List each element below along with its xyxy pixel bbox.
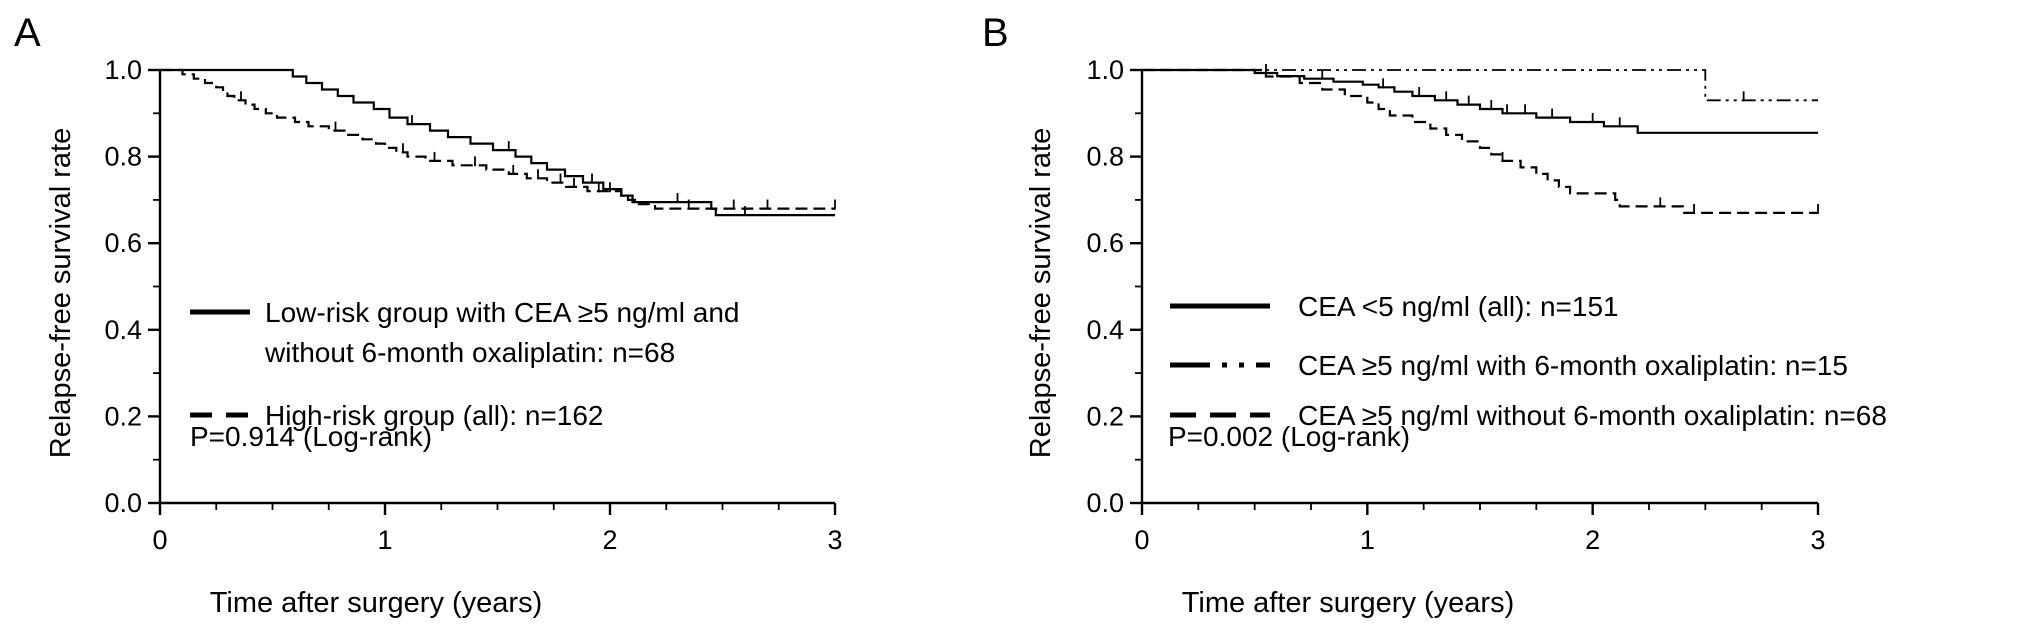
survival-curve-solid bbox=[160, 68, 835, 217]
legend-label: Low-risk group with CEA ≥5 ng/ml and bbox=[265, 297, 739, 328]
legend-label: High-risk group (all): n=162 bbox=[265, 400, 604, 431]
y-tick-label: 0.0 bbox=[104, 488, 142, 518]
x-tick-label: 0 bbox=[1134, 525, 1149, 555]
y-tick-label: 0.0 bbox=[1086, 488, 1124, 518]
panel-b-p-value: P=0.002 (Log-rank) bbox=[1168, 421, 1410, 452]
panel-b-curves bbox=[1142, 64, 1819, 214]
x-tick-label: 1 bbox=[377, 525, 392, 555]
panel-a: A 0 1 2 3 0.0 0.2 0.4 0.6 0.8 1.0 Time after surg… bbox=[14, 11, 843, 619]
survival-curve-dashdot bbox=[1142, 69, 1818, 102]
survival-curve-solid bbox=[1142, 68, 1818, 134]
y-tick-label: 1.0 bbox=[1086, 55, 1124, 85]
legend-label: CEA <5 ng/ml (all): n=151 bbox=[1298, 291, 1619, 322]
panel-a-y-axis-label: Relapse-free survival rate bbox=[45, 128, 77, 458]
y-tick-label: 1.0 bbox=[104, 55, 142, 85]
panel-a-legend: Low-risk group with CEA ≥5 ng/ml and with… bbox=[190, 297, 739, 431]
x-tick-label: 0 bbox=[152, 525, 167, 555]
y-tick-label: 0.2 bbox=[104, 401, 142, 431]
panel-a-x-axis-label: Time after surgery (years) bbox=[210, 587, 543, 619]
x-tick-label: 3 bbox=[1810, 525, 1825, 555]
survival-curve-dashed bbox=[1142, 68, 1818, 214]
panel-b-x-axis-label: Time after surgery (years) bbox=[1182, 587, 1515, 619]
legend-label: without 6-month oxaliplatin: n=68 bbox=[264, 337, 675, 368]
y-tick-label: 0.4 bbox=[104, 315, 142, 345]
panel-a-curves bbox=[160, 68, 836, 217]
y-tick-label: 0.6 bbox=[1086, 228, 1124, 258]
y-tick-label: 0.6 bbox=[104, 228, 142, 258]
y-tick-label: 0.8 bbox=[104, 142, 142, 172]
panel-a-ticks: 0 1 2 3 0.0 0.2 0.4 0.6 0.8 1.0 bbox=[104, 55, 842, 555]
panel-b-letter: B bbox=[982, 11, 1009, 55]
y-tick-label: 0.8 bbox=[1086, 142, 1124, 172]
legend-label: CEA ≥5 ng/ml without 6-month oxaliplatin… bbox=[1298, 400, 1887, 431]
panel-b-ticks: 0 1 2 3 0.0 0.2 0.4 0.6 0.8 1.0 bbox=[1086, 55, 1825, 555]
x-tick-label: 1 bbox=[1360, 525, 1375, 555]
y-tick-label: 0.4 bbox=[1086, 315, 1124, 345]
legend-label: CEA ≥5 ng/ml with 6-month oxaliplatin: n… bbox=[1298, 350, 1848, 381]
panel-b-legend: CEA <5 ng/ml (all): n=151 CEA ≥5 ng/ml wi… bbox=[1170, 291, 1887, 431]
panel-b: B 0 1 2 3 0.0 0.2 0.4 0.6 0.8 1.0 Time after surg… bbox=[982, 11, 1887, 619]
panel-a-letter: A bbox=[14, 11, 41, 55]
x-tick-label: 3 bbox=[827, 525, 842, 555]
survival-curve-dashed bbox=[160, 68, 835, 210]
panel-a-p-value: P=0.914 (Log-rank) bbox=[190, 421, 432, 452]
y-tick-label: 0.2 bbox=[1086, 401, 1124, 431]
panel-b-y-axis-label: Relapse-free survival rate bbox=[1025, 128, 1057, 458]
x-tick-label: 2 bbox=[1585, 525, 1600, 555]
x-tick-label: 2 bbox=[602, 525, 617, 555]
